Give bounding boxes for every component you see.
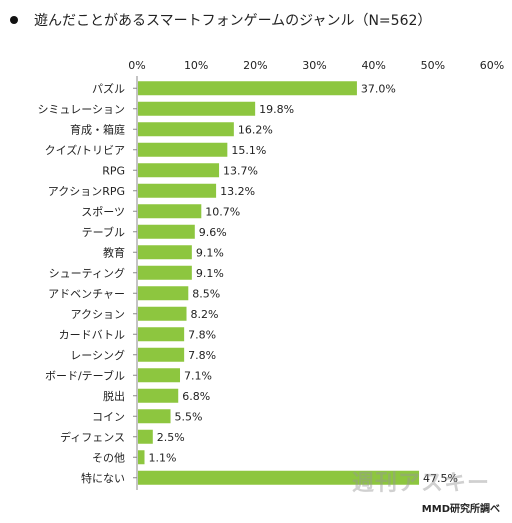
category-label: RPG xyxy=(102,164,125,177)
data-label: 16.2% xyxy=(238,123,273,136)
x-tick-label: 50% xyxy=(421,59,445,72)
category-label: パズル xyxy=(92,81,125,95)
bar xyxy=(138,388,179,403)
bar xyxy=(138,327,185,342)
bar xyxy=(138,450,145,465)
chart-title: 遊んだことがあるスマートフォンゲームのジャンル（N=562） xyxy=(10,10,431,30)
category-label: 特にない xyxy=(81,471,125,485)
bar xyxy=(138,306,187,321)
bar xyxy=(138,245,192,260)
bar xyxy=(138,204,202,219)
bullet-icon xyxy=(10,16,18,24)
bar xyxy=(138,368,181,383)
data-label: 5.5% xyxy=(175,410,203,423)
x-tick-label: 20% xyxy=(243,59,267,72)
x-tick-label: 10% xyxy=(184,59,208,72)
bar xyxy=(138,409,171,424)
category-label: シミュレーション xyxy=(37,103,125,116)
data-label: 9.1% xyxy=(196,246,224,259)
data-label: 37.0% xyxy=(361,82,396,95)
data-label: 7.8% xyxy=(188,349,216,362)
data-label: 13.7% xyxy=(223,164,258,177)
data-label: 1.1% xyxy=(149,451,177,464)
category-label: スポーツ xyxy=(81,205,125,218)
category-label: テーブル xyxy=(82,225,125,239)
bar xyxy=(138,163,220,178)
category-label: ディフェンス xyxy=(60,430,125,444)
x-tick-label: 60% xyxy=(480,59,504,72)
data-label: 6.8% xyxy=(182,390,210,403)
bar xyxy=(138,224,195,239)
category-label: シューティング xyxy=(49,266,125,280)
bar xyxy=(138,183,217,198)
data-label: 15.1% xyxy=(231,144,266,157)
category-label: 育成・箱庭 xyxy=(70,122,125,136)
data-label: 9.6% xyxy=(199,226,227,239)
category-label: その他 xyxy=(92,451,125,464)
data-label: 19.8% xyxy=(259,103,294,116)
data-label: 9.1% xyxy=(196,267,224,280)
data-label: 8.5% xyxy=(192,287,220,300)
data-label: 2.5% xyxy=(157,431,185,444)
x-tick-label: 30% xyxy=(302,59,326,72)
bar xyxy=(138,429,153,444)
x-tick-label: 40% xyxy=(361,59,385,72)
bar xyxy=(138,347,185,362)
data-label: 13.2% xyxy=(220,185,255,198)
x-tick-label: 0% xyxy=(128,59,145,72)
bar xyxy=(138,101,256,116)
data-label: 47.5% xyxy=(423,472,458,485)
category-label: カードバトル xyxy=(59,328,125,341)
category-label: アクション xyxy=(71,308,125,321)
category-label: レーシング xyxy=(70,348,125,362)
category-label: アクションRPG xyxy=(48,185,125,198)
bar xyxy=(138,470,420,485)
bar xyxy=(138,265,192,280)
data-label: 10.7% xyxy=(205,205,240,218)
category-label: コイン xyxy=(92,410,125,423)
category-label: アドベンチャー xyxy=(48,287,125,300)
data-label: 7.1% xyxy=(184,369,212,382)
category-label: 脱出 xyxy=(103,389,125,403)
bar xyxy=(138,142,228,157)
source-note: MMD研究所調べ xyxy=(421,504,500,515)
category-label: 教育 xyxy=(103,245,125,259)
data-label: 8.2% xyxy=(191,308,219,321)
data-label: 7.8% xyxy=(188,328,216,341)
category-label: ボード/テーブル xyxy=(45,368,125,382)
bar xyxy=(138,122,234,137)
bar xyxy=(138,81,357,96)
chart-title-text: 遊んだことがあるスマートフォンゲームのジャンル（N=562） xyxy=(34,13,432,29)
watermark: 週刊アスキー xyxy=(351,471,490,496)
category-label: クイズ/トリビア xyxy=(45,143,125,157)
bar xyxy=(138,286,189,301)
